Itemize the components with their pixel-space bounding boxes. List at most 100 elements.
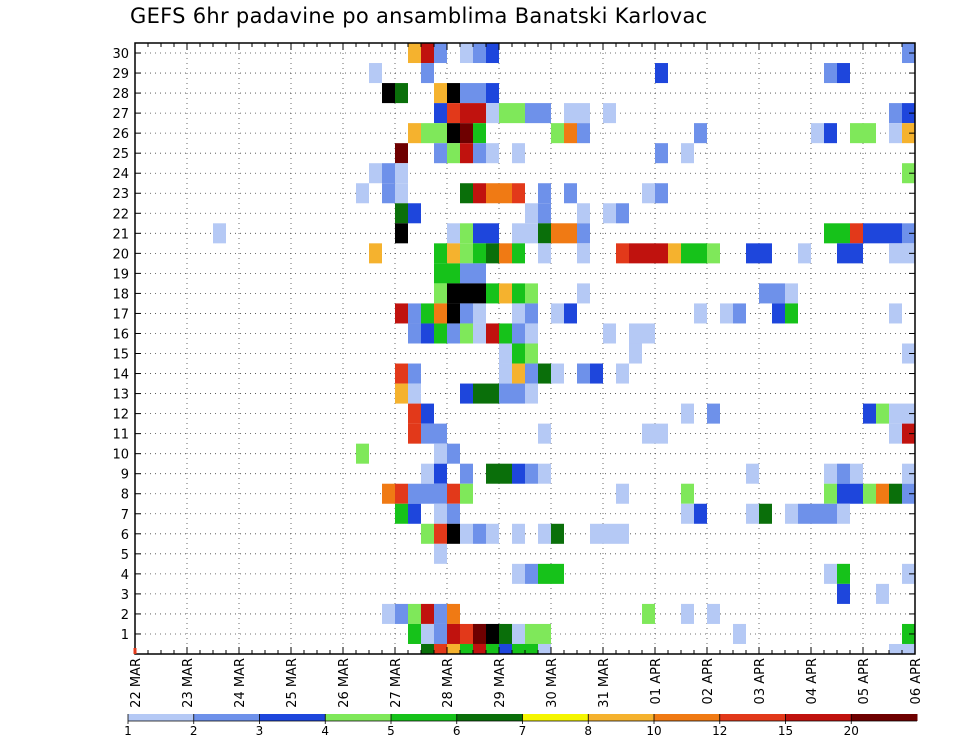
legend-swatch	[259, 714, 326, 721]
precip-cell	[889, 223, 902, 244]
color-legend: 1 2 3 4 5 6 7 8 10 12 15 20	[124, 714, 918, 738]
precip-cell	[486, 143, 499, 164]
precip-cell	[356, 443, 369, 464]
precip-cell	[382, 163, 395, 184]
precip-cell	[655, 183, 668, 204]
precip-cell	[824, 483, 837, 504]
precip-cell	[447, 503, 460, 524]
precip-cell	[473, 103, 486, 124]
precip-cell	[538, 203, 551, 224]
precip-cell	[603, 523, 616, 544]
precip-cell	[694, 123, 707, 144]
precip-cell	[382, 483, 395, 504]
precip-cell	[798, 243, 811, 264]
precip-cell	[460, 123, 473, 144]
precip-cell	[395, 503, 408, 524]
precip-cell	[512, 143, 525, 164]
precip-cell	[655, 243, 668, 264]
precip-cell	[460, 623, 473, 644]
precip-cell	[837, 503, 850, 524]
precip-cell	[889, 643, 902, 654]
precip-cell	[369, 243, 382, 264]
precip-cell	[850, 123, 863, 144]
precip-cell	[824, 223, 837, 244]
precip-cell	[382, 83, 395, 104]
precip-cell	[434, 643, 447, 654]
precip-cell	[902, 243, 915, 264]
precip-cell	[733, 303, 746, 324]
legend-label: 10	[646, 724, 661, 738]
precip-cell	[902, 123, 915, 144]
precip-cell	[512, 563, 525, 584]
precip-cell	[850, 223, 863, 244]
precip-cell	[577, 103, 590, 124]
precip-cell	[811, 123, 824, 144]
precip-cell	[499, 243, 512, 264]
precip-cell	[460, 223, 473, 244]
precip-cell	[460, 383, 473, 404]
legend-swatch	[654, 714, 721, 721]
precip-cell	[447, 323, 460, 344]
precip-cell	[525, 623, 538, 644]
y-tick-label: 8	[121, 488, 129, 503]
x-tick-label: 22 MAR	[129, 658, 144, 708]
precip-cell	[395, 363, 408, 384]
precip-cell	[408, 43, 421, 64]
legend-swatch	[588, 714, 655, 721]
precip-cell	[681, 243, 694, 264]
precip-cell	[473, 623, 486, 644]
precip-cell	[603, 203, 616, 224]
precip-cell	[642, 183, 655, 204]
x-tick-label: 02 APR	[701, 658, 716, 704]
precip-cell	[460, 483, 473, 504]
legend-swatch	[391, 714, 458, 721]
precip-cell	[434, 503, 447, 524]
precip-cell	[460, 643, 473, 654]
precip-cell	[642, 423, 655, 444]
precip-cell	[434, 323, 447, 344]
precip-cell	[434, 423, 447, 444]
precip-cell	[512, 183, 525, 204]
precip-cell	[876, 403, 889, 424]
precip-cell	[590, 363, 603, 384]
precip-cell	[421, 483, 434, 504]
precip-cell	[473, 83, 486, 104]
precip-cell	[499, 343, 512, 364]
legend-label: 4	[321, 724, 329, 738]
precip-cell	[902, 463, 915, 484]
precip-cell	[863, 123, 876, 144]
x-tick-label: 24 MAR	[233, 658, 248, 708]
precip-cell	[681, 483, 694, 504]
precip-cell	[369, 63, 382, 84]
precip-cell	[681, 503, 694, 524]
precip-cell	[499, 623, 512, 644]
precip-cell	[447, 443, 460, 464]
precip-cell	[486, 183, 499, 204]
y-tick-label: 4	[121, 568, 129, 583]
precip-cell	[447, 223, 460, 244]
legend-label: 20	[844, 724, 859, 738]
legend-label: 12	[712, 724, 727, 738]
precip-cell	[447, 303, 460, 324]
precip-cell	[460, 463, 473, 484]
precip-cell	[421, 63, 434, 84]
legend-label: 7	[519, 724, 527, 738]
precip-cell	[499, 383, 512, 404]
precip-cell	[902, 623, 915, 644]
y-tick-label: 2	[121, 608, 129, 623]
precip-cell	[889, 303, 902, 324]
precip-cell	[889, 423, 902, 444]
precip-cell	[902, 403, 915, 424]
precip-cell	[538, 183, 551, 204]
precip-cell	[694, 303, 707, 324]
precip-cell	[551, 223, 564, 244]
precip-cell	[447, 623, 460, 644]
precip-cell	[564, 223, 577, 244]
precip-cell	[512, 243, 525, 264]
precip-cell	[447, 143, 460, 164]
precip-cell	[408, 383, 421, 404]
precip-cell	[707, 603, 720, 624]
precip-cell	[434, 463, 447, 484]
precip-cell	[629, 343, 642, 364]
